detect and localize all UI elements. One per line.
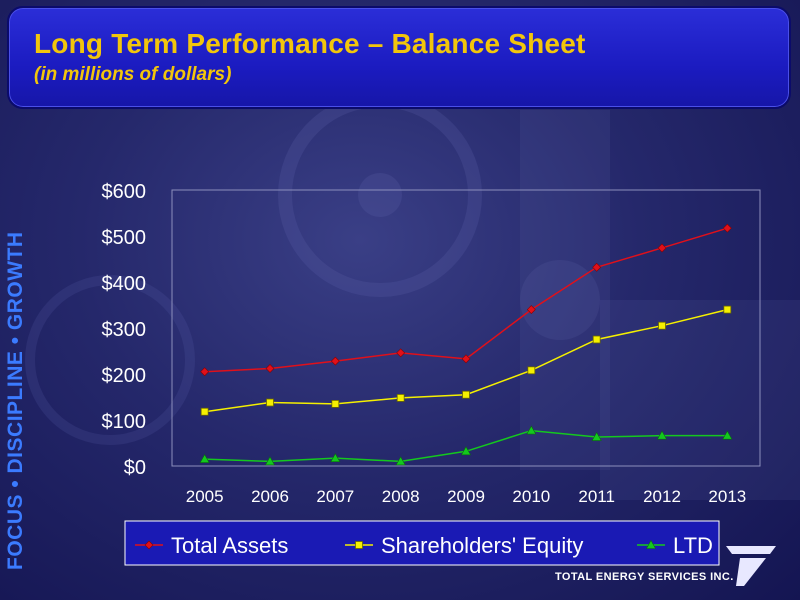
data-point-shareholders-equity	[723, 305, 732, 314]
legend-marker-ltd	[645, 539, 657, 549]
data-point-ltd	[199, 453, 210, 463]
y-tick-label: $0	[124, 457, 146, 479]
data-point-ltd	[330, 453, 341, 462]
x-tick-label: 2013	[708, 487, 746, 506]
series-shareholders-equity	[200, 305, 732, 416]
page-subtitle: (in millions of dollars)	[34, 64, 232, 85]
legend-label-shareholders-equity: Shareholders' Equity	[381, 533, 583, 558]
data-point-shareholders-equity	[462, 390, 470, 399]
page-title: Long Term Performance – Balance Sheet	[34, 28, 586, 59]
data-point-shareholders-equity	[200, 407, 209, 416]
title-banner	[7, 6, 791, 109]
x-tick-label: 2011	[578, 487, 615, 506]
data-point-total-assets	[265, 364, 275, 373]
plot-area	[171, 189, 761, 467]
legend-label-ltd: LTD	[673, 533, 713, 558]
x-tick-label: 2012	[643, 487, 681, 506]
chart-legend: Total Assets Shareholders' Equity LTD	[124, 520, 720, 566]
data-point-total-assets	[330, 356, 340, 366]
data-point-shareholders-equity	[331, 399, 340, 408]
data-point-ltd	[395, 456, 406, 466]
y-tick-label: $300	[102, 319, 147, 341]
y-tick-label: $200	[102, 365, 147, 387]
y-tick-label: $400	[102, 273, 147, 295]
data-point-ltd	[526, 425, 537, 435]
series-total-assets	[200, 223, 732, 377]
legend-box	[124, 520, 720, 566]
legend-marker-shareholders-equity	[355, 541, 363, 549]
data-point-total-assets	[592, 262, 602, 272]
x-tick-label: 2005	[186, 487, 224, 506]
y-tick-label: $100	[102, 411, 147, 433]
data-point-ltd	[722, 430, 733, 440]
data-point-shareholders-equity	[266, 398, 274, 407]
company-name: TOTAL ENERGY SERVICES INC.	[555, 571, 734, 583]
data-point-total-assets	[526, 305, 536, 315]
series-ltd	[199, 425, 733, 466]
series-line-total-assets	[204, 227, 728, 373]
data-point-total-assets	[657, 243, 667, 253]
legend-marker-total-assets	[144, 540, 154, 550]
x-tick-label: 2010	[512, 487, 550, 506]
series-line-ltd	[204, 429, 728, 463]
data-point-total-assets	[200, 367, 210, 377]
y-tick-label: $500	[102, 227, 147, 249]
data-point-ltd	[656, 430, 668, 440]
legend-label-total-assets: Total Assets	[171, 533, 288, 558]
data-point-shareholders-equity	[527, 366, 536, 375]
company-logo-icon	[726, 546, 776, 586]
data-point-shareholders-equity	[592, 335, 601, 344]
data-point-shareholders-equity	[658, 321, 666, 330]
x-tick-label: 2009	[447, 487, 485, 506]
data-point-total-assets	[396, 348, 406, 358]
data-point-total-assets	[461, 354, 471, 364]
data-point-ltd	[264, 456, 276, 466]
data-point-shareholders-equity	[396, 394, 405, 402]
x-tick-label: 2006	[251, 487, 289, 506]
data-point-total-assets	[722, 223, 732, 233]
x-tick-label: 2008	[382, 487, 420, 506]
y-tick-label: $600	[102, 181, 147, 203]
x-tick-label: 2007	[316, 487, 354, 506]
data-point-ltd	[460, 446, 472, 456]
data-point-ltd	[591, 431, 602, 441]
